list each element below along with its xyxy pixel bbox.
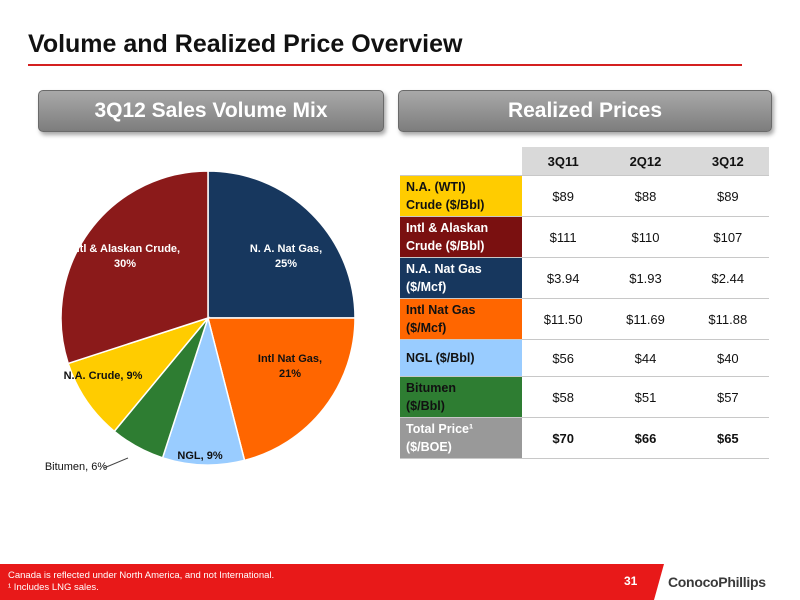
price-cell: $56 — [522, 339, 605, 377]
price-cell: $70 — [522, 417, 605, 459]
price-cell: $65 — [686, 417, 769, 459]
price-cell: $44 — [604, 339, 687, 377]
price-cell: $107 — [686, 216, 769, 258]
table-row: Total Price¹ ($/BOE) $70 $66 $65 — [400, 417, 769, 459]
table-row: N.A. Nat Gas ($/Mcf) $3.94 $1.93 $2.44 — [400, 257, 769, 299]
column-header-2q12: 2Q12 — [604, 147, 687, 176]
realized-prices-heading: Realized Prices — [398, 90, 772, 132]
pie-slice-label: Bitumen, 6% — [45, 461, 108, 473]
title-underline — [28, 64, 742, 66]
bitumen-leader-line — [103, 457, 129, 469]
price-cell: $11.69 — [604, 298, 687, 340]
row-label-line-2: Crude ($/Bbl) — [406, 198, 485, 212]
row-label: N.A. (WTI) Crude ($/Bbl) — [400, 175, 522, 217]
price-cell: $89 — [522, 175, 605, 217]
price-cell: $89 — [686, 175, 769, 217]
table-row: Intl & Alaskan Crude ($/Bbl) $111 $110 $107 — [400, 216, 769, 258]
pie-slice-label: N. A. Nat Gas, 25% — [250, 243, 322, 270]
pie-slice — [207, 317, 356, 462]
row-label-line-1: Intl Nat Gas — [406, 303, 476, 317]
footnote-canada: Canada is reflected under North America,… — [8, 570, 275, 581]
column-header-3q11: 3Q11 — [522, 147, 605, 176]
row-label-line-1: NGL ($/Bbl) — [406, 351, 475, 365]
row-label-line-2: ($/Bbl) — [406, 399, 445, 413]
row-label-line-2: ($/BOE) — [406, 440, 452, 454]
row-label-line-2: ($/Mcf) — [406, 321, 447, 335]
pie-slice — [60, 170, 209, 365]
row-label: N.A. Nat Gas ($/Mcf) — [400, 257, 522, 299]
price-cell: $110 — [604, 216, 687, 258]
pie-slice-label: NGL, 9% — [177, 450, 222, 462]
table-header-row: 3Q11 2Q12 3Q12 — [400, 147, 769, 176]
row-label-line-1: Intl & Alaskan — [406, 221, 489, 235]
pie-slice-label: Intl Nat Gas, 21% — [258, 353, 322, 380]
price-cell: $40 — [686, 339, 769, 377]
sales-volume-pie-chart: N. A. Nat Gas, 25% Intl Nat Gas, 21% NGL, 9%… — [45, 170, 356, 473]
pie-slice — [207, 170, 356, 319]
price-cell: $3.94 — [522, 257, 605, 299]
row-label-line-1: N.A. (WTI) — [406, 180, 466, 194]
pie-slice — [161, 315, 246, 466]
row-label-line-1: Bitumen — [406, 381, 456, 395]
row-label: Intl Nat Gas ($/Mcf) — [400, 298, 522, 340]
row-label-line-2: Crude ($/Bbl) — [406, 239, 485, 253]
page-title: Volume and Realized Price Overview — [28, 30, 463, 58]
table-row: NGL ($/Bbl) $56 $44 $40 — [400, 339, 769, 377]
price-cell: $1.93 — [604, 257, 687, 299]
page-number: 31 — [624, 574, 638, 588]
price-cell: $58 — [522, 376, 605, 418]
price-cell: $66 — [604, 417, 687, 459]
table-row: Bitumen ($/Bbl) $58 $51 $57 — [400, 376, 769, 418]
conocophillips-logo: ConocoPhillips — [668, 574, 766, 590]
row-label: Total Price¹ ($/BOE) — [400, 417, 522, 459]
row-label-line-1: Total Price¹ — [406, 422, 474, 436]
footer-notes: Canada is reflected under North America,… — [8, 570, 274, 594]
column-header-3q12: 3Q12 — [686, 147, 769, 176]
table-row: Intl Nat Gas ($/Mcf) $11.50 $11.69 $11.88 — [400, 298, 769, 340]
logo-background — [654, 564, 800, 600]
sales-volume-heading: 3Q12 Sales Volume Mix — [38, 90, 384, 132]
price-cell: $57 — [686, 376, 769, 418]
table-row: N.A. (WTI) Crude ($/Bbl) $89 $88 $89 — [400, 175, 769, 217]
row-label: Intl & Alaskan Crude ($/Bbl) — [400, 216, 522, 258]
price-cell: $2.44 — [686, 257, 769, 299]
price-cell: $111 — [522, 216, 605, 258]
realized-prices-table: 3Q11 2Q12 3Q12 N.A. (WTI) Crude ($/Bbl) $8… — [400, 147, 769, 459]
price-cell: $51 — [604, 376, 687, 418]
price-cell: $88 — [604, 175, 687, 217]
price-cell: $11.50 — [522, 298, 605, 340]
row-label: NGL ($/Bbl) — [400, 339, 522, 377]
pie-slice — [67, 316, 211, 433]
pie-slice-label: Intl & Alaskan Crude, 30% — [70, 243, 180, 270]
header-blank-cell — [400, 147, 522, 176]
footnote-lng: ¹ Includes LNG sales. — [8, 582, 99, 593]
row-label-line-1: N.A. Nat Gas — [406, 262, 482, 276]
price-cell: $11.88 — [686, 298, 769, 340]
pie-slice-label: N.A. Crude, 9% — [64, 370, 143, 382]
row-label-line-2: ($/Mcf) — [406, 280, 447, 294]
row-label: Bitumen ($/Bbl) — [400, 376, 522, 418]
